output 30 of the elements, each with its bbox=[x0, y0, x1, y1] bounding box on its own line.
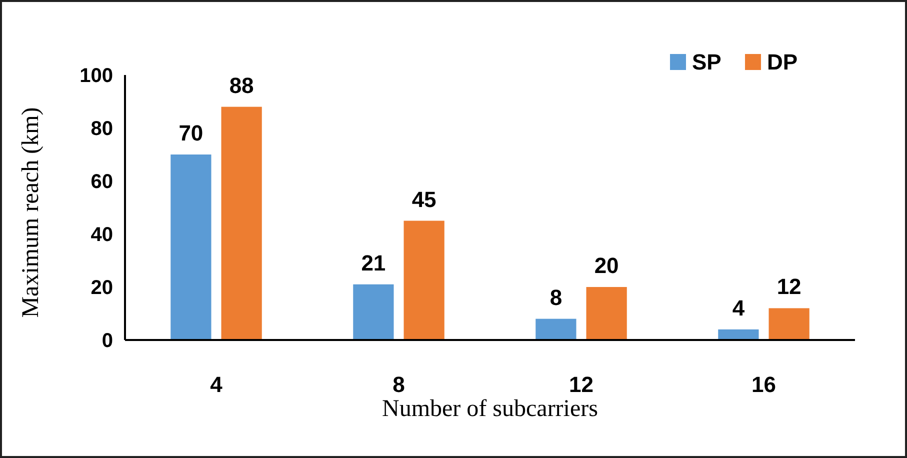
y-tick-label: 40 bbox=[90, 224, 113, 246]
data-label: 70 bbox=[178, 120, 204, 146]
bar bbox=[536, 318, 576, 340]
data-label: 45 bbox=[412, 186, 436, 212]
x-tick-label: 12 bbox=[569, 372, 594, 397]
bar bbox=[768, 308, 810, 340]
bar bbox=[718, 329, 759, 340]
bar bbox=[353, 284, 394, 340]
y-tick-label: 60 bbox=[90, 171, 113, 193]
y-axis-title: Maximum reach (km) bbox=[18, 107, 44, 318]
y-tick-label: 80 bbox=[90, 118, 113, 140]
legend-label: DP bbox=[767, 50, 798, 75]
bar bbox=[404, 220, 444, 340]
data-label: 20 bbox=[594, 253, 619, 278]
data-label: 21 bbox=[361, 250, 386, 276]
legend-label: SP bbox=[692, 50, 722, 75]
data-label: 88 bbox=[229, 72, 254, 98]
bar bbox=[586, 287, 627, 340]
y-tick-label: 0 bbox=[102, 330, 113, 352]
data-label: 12 bbox=[776, 274, 802, 300]
x-tick-label: 8 bbox=[392, 372, 405, 397]
x-tick-label: 16 bbox=[752, 372, 776, 397]
y-tick-label: 100 bbox=[80, 65, 113, 87]
y-tick-label: 20 bbox=[90, 277, 113, 299]
bar bbox=[221, 106, 262, 340]
bar bbox=[170, 154, 212, 340]
x-tick-label: 4 bbox=[210, 372, 224, 397]
x-axis-title: Number of subcarriers bbox=[382, 396, 598, 422]
data-label: 8 bbox=[550, 284, 562, 310]
data-label: 4 bbox=[732, 295, 746, 320]
